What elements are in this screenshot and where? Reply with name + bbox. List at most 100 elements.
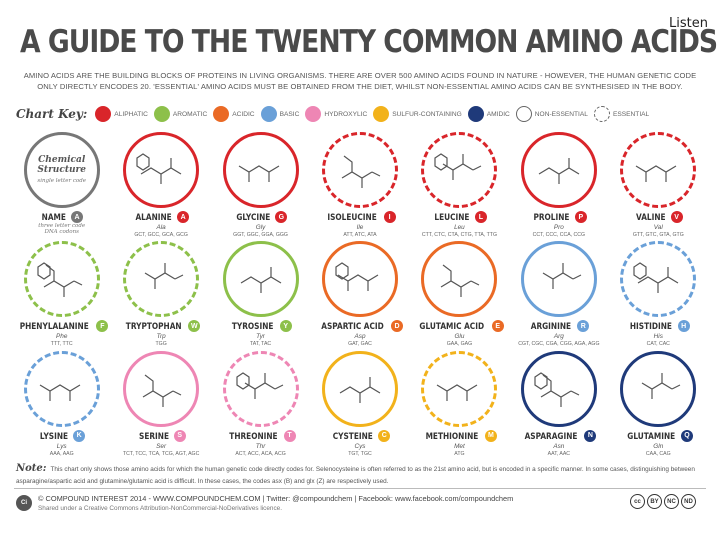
structure-ring <box>520 350 597 427</box>
footer-credits[interactable]: © COMPOUND INTEREST 2014 - WWW.COMPOUNDC… <box>38 494 514 503</box>
amino-acid-card: SERINE S Ser TCT, TCC, TCA, TCG, AGT, AGC <box>111 349 210 458</box>
chart-key-swatch <box>153 106 170 122</box>
amino-acid-name-row: SERINE S <box>137 429 186 442</box>
single-letter-badge: K <box>73 429 86 442</box>
chemical-structure-icon <box>441 264 480 298</box>
amino-acid-name-row: VALINE V <box>634 211 683 223</box>
amino-acid-name-row: ASPARTIC ACID D <box>317 320 403 333</box>
chemical-structure-icon <box>641 372 681 399</box>
amino-acid-name-row: ISOLEUCINE I <box>324 211 396 223</box>
legend-name-row: NAME A <box>40 211 83 223</box>
compound-interest-logo: Ci <box>16 495 32 511</box>
chemical-structure-icon <box>339 376 381 403</box>
dna-codons: AAT, AAC <box>547 450 571 457</box>
single-letter-badge: M <box>484 429 497 442</box>
chart-key-swatch <box>373 106 390 122</box>
structure-ring <box>520 241 597 318</box>
amino-acid-card: PROLINE P Pro CCT, CCC, CCA, CCG <box>509 130 608 239</box>
amino-acid-name-row: TRYPTOPHAN W <box>122 320 201 333</box>
three-letter-code: Lys <box>56 442 67 450</box>
three-letter-code: Pro <box>553 224 564 231</box>
dna-codons: GCT, GCC, GCA, GCG <box>134 232 188 238</box>
amino-acid-card: ALANINE A Ala GCT, GCC, GCA, GCG <box>111 130 210 239</box>
single-letter-badge: N <box>584 429 597 442</box>
footer: Ci © COMPOUND INTEREST 2014 - WWW.COMPOU… <box>16 494 616 512</box>
chemical-structure-icon <box>39 383 81 401</box>
dna-codons: CAT, CAC <box>646 341 670 348</box>
single-letter-badge: R <box>577 320 590 333</box>
amino-acid-name-row: CYSTEINE C <box>330 429 391 442</box>
amino-acid-name-row: ARGININE R <box>528 320 590 333</box>
chart-key-item: SULFUR-CONTAINING <box>373 106 462 122</box>
legend-ring: Chemical Structure single letter code <box>23 132 100 208</box>
listen-button[interactable]: Listen <box>669 16 708 31</box>
amino-acid-name-row: TYROSINE Y <box>229 320 292 333</box>
creative-commons-badges[interactable]: cc BY NC ND <box>630 494 696 509</box>
three-letter-code: Trp <box>156 333 166 341</box>
amino-acid-card: ISOLEUCINE I Ile ATT, ATC, ATA <box>310 130 409 239</box>
chart-key-swatch <box>593 106 610 122</box>
structure-ring <box>222 132 299 208</box>
amino-acid-name: PHENYLALANINE <box>19 321 89 332</box>
amino-acid-card: GLUTAMIC ACID E Glu GAA, GAG <box>410 239 509 348</box>
chart-key-label: AMIDIC <box>486 110 510 118</box>
dna-codons: TTT, TTC <box>50 341 73 348</box>
chart-key-item: HYDROXYLIC <box>305 106 367 122</box>
three-letter-code: Ser <box>156 442 167 450</box>
dna-codons: CAA, CAG <box>645 450 671 457</box>
amino-acid-card: VALINE V Val GTT, GTC, GTA, GTG <box>609 130 708 239</box>
amino-acid-name-row: GLUTAMINE Q <box>624 429 693 442</box>
amino-acid-name: ALANINE <box>135 212 172 222</box>
three-letter-code: Tyr <box>256 333 265 341</box>
chart-key-swatch <box>260 106 277 122</box>
chart-key: Chart Key: ALIPHATIC AROMATIC ACIDIC BASIC H… <box>16 104 706 124</box>
three-letter-code: Cys <box>354 442 366 450</box>
amino-acid-card: CYSTEINE C Cys TGT, TGC <box>310 349 409 458</box>
chemical-structure-icon <box>235 371 283 399</box>
three-letter-code: Arg <box>553 333 564 341</box>
structure-ring <box>123 132 200 208</box>
single-letter-badge: C <box>378 429 391 442</box>
single-letter-badge: Y <box>279 320 292 333</box>
amino-acid-name: ASPARAGINE <box>524 430 578 441</box>
single-letter-badge: A <box>177 211 190 223</box>
chemical-structure-icon <box>341 155 381 188</box>
three-letter-code: Ala <box>156 224 166 231</box>
single-letter-badge: P <box>574 211 587 223</box>
three-letter-code: Glu <box>454 333 465 341</box>
chemical-structure-icon <box>534 371 580 407</box>
amino-acid-name: VALINE <box>635 212 666 222</box>
amino-acid-name: PROLINE <box>533 212 570 222</box>
amino-acid-name: HISTIDINE <box>629 321 672 332</box>
chart-key-item: ESSENTIAL <box>593 106 649 122</box>
three-letter-code: Gln <box>653 442 664 450</box>
three-letter-code: Gly <box>255 224 266 231</box>
amino-acid-name-row: LEUCINE L <box>432 211 487 223</box>
single-letter-badge: Q <box>681 429 693 442</box>
amino-acid-name: LYSINE <box>40 430 69 441</box>
dna-codons: CTT, CTC, CTA, CTG, TTA, TTG <box>421 232 497 238</box>
cc-nc-icon: NC <box>664 494 679 509</box>
chart-key-label: HYDROXYLIC <box>324 110 368 118</box>
amino-acid-name: CYSTEINE <box>332 430 373 441</box>
footer-text: © COMPOUND INTEREST 2014 - WWW.COMPOUNDC… <box>38 494 513 512</box>
amino-acid-name-row: ASPARAGINE N <box>521 429 597 442</box>
dna-codons: AAA, AAG <box>49 450 74 457</box>
chemical-structure-icon <box>136 153 182 184</box>
legend-codons-label: DNA codons <box>44 229 79 235</box>
amino-acid-name: TRYPTOPHAN <box>125 321 182 332</box>
chart-key-item: BASIC <box>260 106 299 122</box>
three-letter-code: Ile <box>356 224 364 231</box>
chart-key-swatch <box>515 106 532 122</box>
three-letter-code: Phe <box>56 333 68 341</box>
chart-key-items: ALIPHATIC AROMATIC ACIDIC BASIC HYDROXYLIC SU… <box>95 106 655 122</box>
single-letter-badge: T <box>283 429 296 442</box>
amino-acid-card: METHIONINE M Met ATG <box>410 349 509 458</box>
structure-ring <box>321 132 398 208</box>
amino-acid-card: ASPARAGINE N Asn AAT, AAC <box>509 349 608 458</box>
legend-cell: Chemical Structure single letter code NA… <box>12 130 111 239</box>
single-letter-badge: D <box>391 320 403 333</box>
chart-key-swatch <box>213 106 230 122</box>
three-letter-code: Leu <box>454 224 465 231</box>
single-letter-badge: L <box>474 211 487 223</box>
